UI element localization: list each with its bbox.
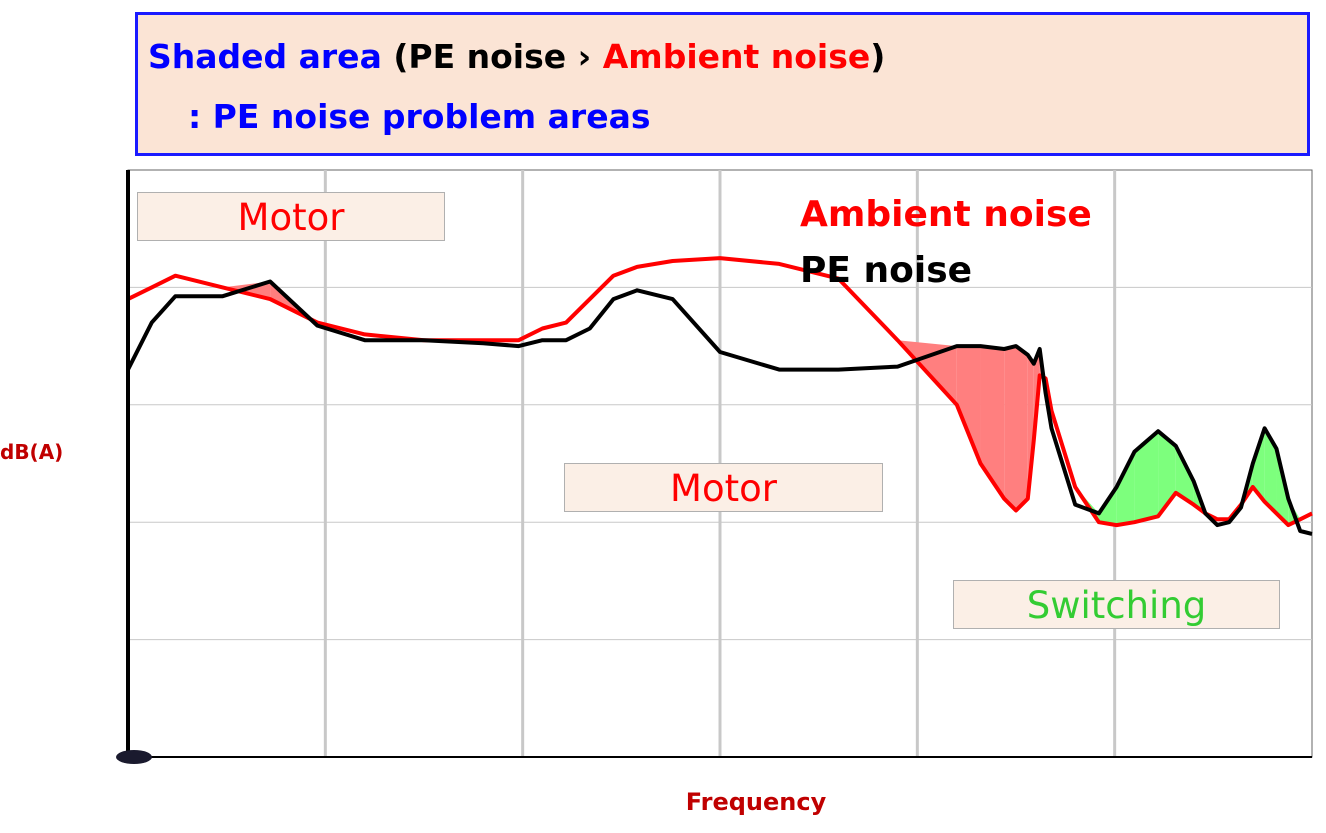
chart-axes	[116, 170, 1312, 764]
shaded-region	[1175, 445, 1194, 505]
shaded-region	[956, 346, 981, 464]
header-shaded-area-text: Shaded area	[148, 37, 382, 76]
annotation-motor-mid: Motor	[564, 463, 883, 512]
greater-than-icon: ›	[577, 37, 592, 76]
legend-ambient-noise: Ambient noise	[800, 194, 1092, 235]
shaded-region	[1116, 451, 1135, 526]
x-axis-label: Frequency	[685, 788, 827, 816]
annotation-motor-low: Motor	[137, 192, 445, 241]
header-pe-noise-text: (PE noise	[393, 37, 567, 76]
shaded-region	[1016, 346, 1028, 511]
shaded-region	[1264, 428, 1277, 514]
y-axis-label: dB(A)	[0, 440, 64, 464]
header-box: Shaded area (PE noise › Ambient noise) :…	[135, 12, 1310, 156]
origin-marker	[116, 750, 152, 764]
legend-pe-noise: PE noise	[800, 250, 973, 291]
shaded-region	[1252, 428, 1265, 502]
header-line-1: Shaded area (PE noise › Ambient noise)	[148, 37, 885, 76]
annotation-switching: Switching	[953, 580, 1280, 629]
chart-series-lines	[126, 256, 1313, 536]
header-close-paren: )	[870, 37, 886, 76]
shaded-region	[1158, 431, 1176, 517]
shaded-region	[980, 346, 1005, 499]
shaded-region	[1134, 431, 1159, 523]
series-line-pe-noise	[126, 279, 1313, 536]
shaded-region	[1027, 354, 1034, 499]
shaded-region	[1004, 346, 1016, 511]
header-line-2: : PE noise problem areas	[188, 97, 651, 136]
header-ambient-noise-text: Ambient noise	[602, 37, 871, 76]
